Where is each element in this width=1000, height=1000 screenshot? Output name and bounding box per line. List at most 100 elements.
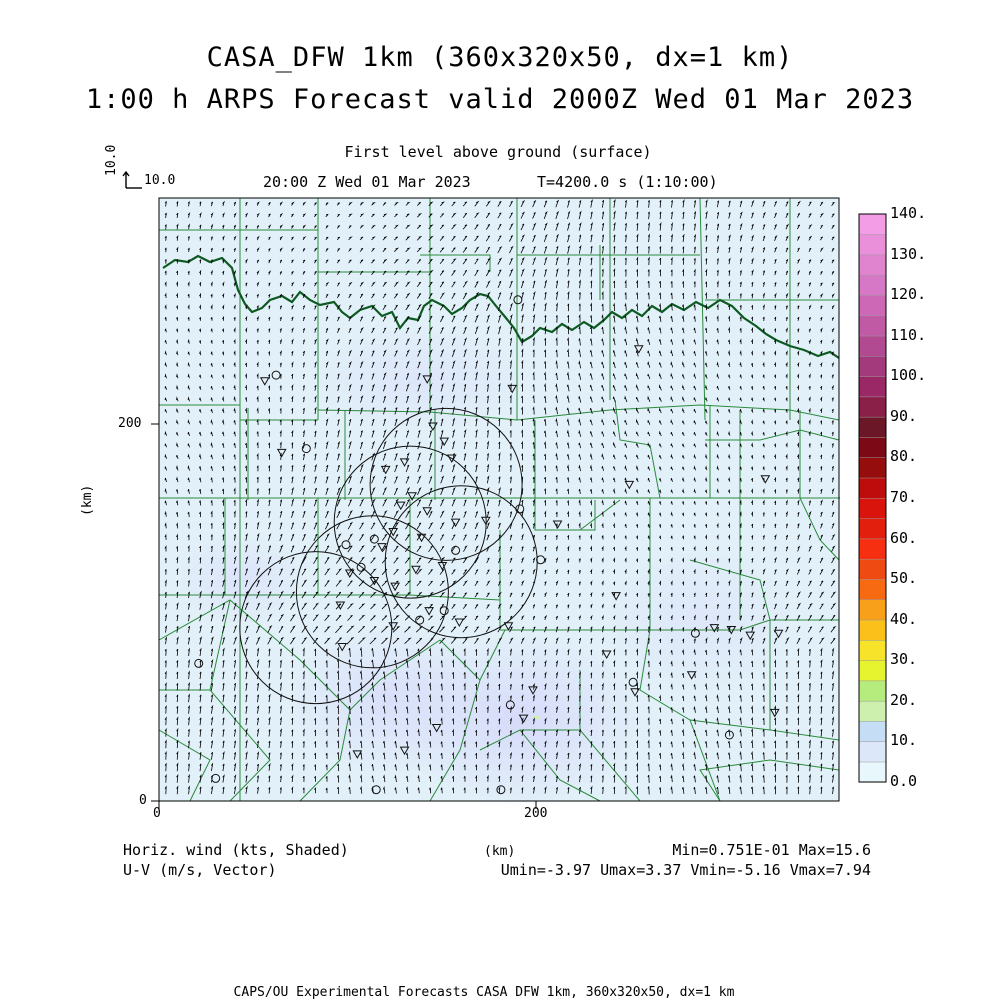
colorbar-swatch (858, 416, 887, 438)
colorbar-label: 40. (890, 609, 918, 628)
colorbar-label: 10. (890, 731, 918, 750)
min-max-label: Min=0.751E-01 Max=15.6 (672, 841, 871, 859)
station-circle (369, 534, 379, 544)
colorbar-swatch (858, 761, 887, 783)
colorbar-swatch (858, 660, 887, 682)
uv-range-label: Umin=-3.97 Umax=3.37 Vmin=-5.16 Vmax=7.9… (500, 861, 871, 879)
colorbar-swatch (858, 558, 887, 580)
station-triangle (428, 422, 438, 432)
y-tick-0: 0 (139, 793, 147, 808)
station-circle (301, 444, 311, 454)
colorbar-label: 140. (890, 204, 927, 222)
title-line-2: 1:00 h ARPS Forecast valid 2000Z Wed 01 … (85, 84, 915, 115)
station-circle (194, 658, 204, 668)
colorbar-swatch (858, 376, 887, 398)
station-triangle (377, 543, 387, 552)
station-triangle (388, 528, 399, 537)
station-circle (536, 555, 546, 565)
station-circle (271, 370, 281, 380)
station-triangle (518, 714, 529, 724)
station-circle (451, 545, 461, 555)
station-triangle (424, 607, 434, 616)
station-triangle (369, 577, 380, 586)
observation-stations (194, 295, 784, 795)
vector-reference-arrow (122, 170, 142, 189)
colorbar-swatch (858, 538, 887, 560)
colorbar-label: 30. (890, 650, 918, 669)
colorbar-label: 130. (890, 244, 927, 263)
title-line-1: CASA_DFW 1km (360x320x50, dx=1 km) (206, 42, 794, 73)
wind-vectors (164, 198, 837, 795)
station-circle (439, 606, 449, 616)
level-label: First level above ground (surface) (344, 143, 652, 161)
station-triangle (399, 746, 410, 756)
station-triangle (769, 708, 780, 718)
colorbar-swatch (858, 213, 887, 235)
station-triangle (439, 437, 450, 447)
colorbar-label: 0.0 (890, 772, 918, 790)
station-triangle (390, 582, 400, 592)
colorbar-swatch (858, 680, 887, 702)
colorbar-swatch (858, 578, 887, 600)
station-triangle (416, 533, 427, 543)
radar-ring-2 (333, 445, 487, 599)
station-triangle (760, 475, 771, 484)
station-triangle (450, 518, 461, 528)
colorbar-swatch (858, 274, 887, 296)
station-triangle (686, 671, 697, 680)
y-tick-200: 200 (118, 416, 142, 431)
station-triangle (380, 465, 391, 475)
station-circle (515, 504, 525, 514)
colorbar-label: 90. (890, 406, 918, 425)
station-triangle (388, 622, 399, 631)
station-triangle (745, 631, 756, 641)
colorbar-swatch (858, 700, 887, 722)
colorbar-swatch (858, 294, 887, 316)
wind-shading-blob-north (300, 320, 540, 440)
station-circle (690, 628, 700, 638)
station-circle (356, 562, 366, 572)
colorbar-swatch (858, 436, 887, 458)
station-triangle (344, 569, 355, 578)
colorbar-swatch (858, 599, 887, 621)
x-tick-0: 0 (153, 806, 161, 821)
station-triangle (630, 688, 640, 697)
station-circle (496, 785, 506, 795)
radar-ring-4 (295, 515, 449, 669)
station-triangle (407, 492, 417, 501)
colorbar-swatch (858, 234, 887, 256)
station-circle (415, 615, 425, 625)
station-circle (505, 700, 515, 710)
station-triangle (446, 454, 457, 464)
wind-speed-max-patch (533, 716, 539, 719)
footer-credit: CAPS/OU Experimental Forecasts CASA DFW … (233, 985, 735, 1000)
axis-ticks (151, 423, 537, 809)
station-triangle (399, 458, 410, 467)
station-triangle (395, 501, 406, 511)
colorbar-frame (858, 213, 887, 783)
station-triangle (422, 507, 433, 516)
station-triangle (611, 592, 621, 601)
station-triangle (601, 650, 612, 660)
station-circle (211, 773, 221, 783)
station-triangle (422, 375, 433, 384)
colorbar-swatch (858, 396, 887, 418)
station-triangle (437, 561, 448, 571)
station-triangle (454, 618, 465, 627)
plot-area (158, 197, 840, 810)
colorbar-swatch (858, 315, 887, 337)
vector-ref-horizontal: 10.0 (144, 173, 176, 188)
colorbar-swatch (858, 639, 887, 661)
x-tick-200: 200 (524, 806, 548, 821)
time-label: 20:00 Z Wed 01 Mar 2023 (263, 173, 471, 191)
station-triangle (352, 750, 363, 759)
station-triangle (503, 622, 514, 631)
colorbar (858, 213, 887, 783)
colorbar-swatch (858, 335, 887, 357)
station-triangle (624, 480, 635, 490)
colorbar-swatch (858, 619, 887, 641)
field-label-vector: U-V (m/s, Vector) (123, 861, 277, 879)
station-triangle (411, 565, 421, 575)
colorbar-swatch (858, 741, 887, 763)
colorbar-swatch (858, 457, 887, 479)
